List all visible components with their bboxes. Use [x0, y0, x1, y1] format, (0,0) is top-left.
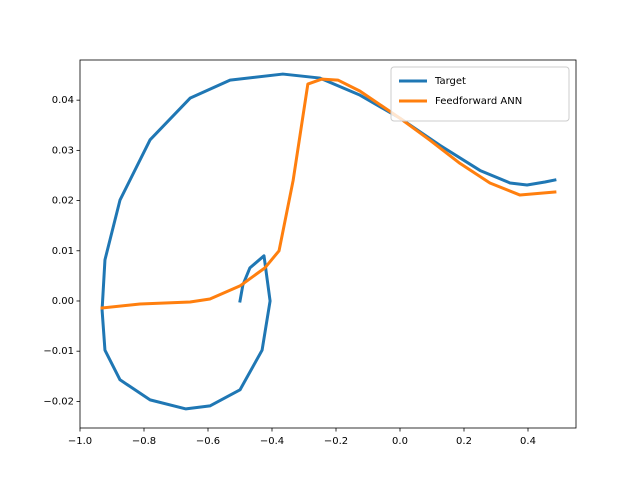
legend-box: [390, 66, 570, 122]
x-tick-label: 0.2: [456, 436, 472, 447]
y-tick-label: −0.02: [43, 396, 74, 407]
x-tick-label: −0.8: [132, 436, 156, 447]
x-tick-label: 0.4: [520, 436, 536, 447]
x-tick-label: −0.6: [196, 436, 220, 447]
y-tick-label: 0.00: [52, 296, 74, 307]
y-tick-label: 0.03: [52, 145, 74, 156]
legend-label: Feedforward ANN: [435, 96, 522, 107]
x-tick-label: −0.4: [260, 436, 284, 447]
x-tick-label: −1.0: [68, 436, 92, 447]
y-tick-label: −0.01: [43, 346, 74, 357]
y-tick-label: 0.01: [52, 246, 74, 257]
y-tick-label: 0.02: [52, 196, 74, 207]
legend-label: Target: [434, 76, 466, 87]
x-tick-label: 0.0: [392, 436, 408, 447]
plot-frame: [79, 59, 577, 429]
y-tick-label: 0.04: [52, 95, 74, 106]
x-tick-label: −0.2: [324, 436, 348, 447]
data-line: [100, 77, 557, 310]
data-line: [100, 72, 557, 411]
